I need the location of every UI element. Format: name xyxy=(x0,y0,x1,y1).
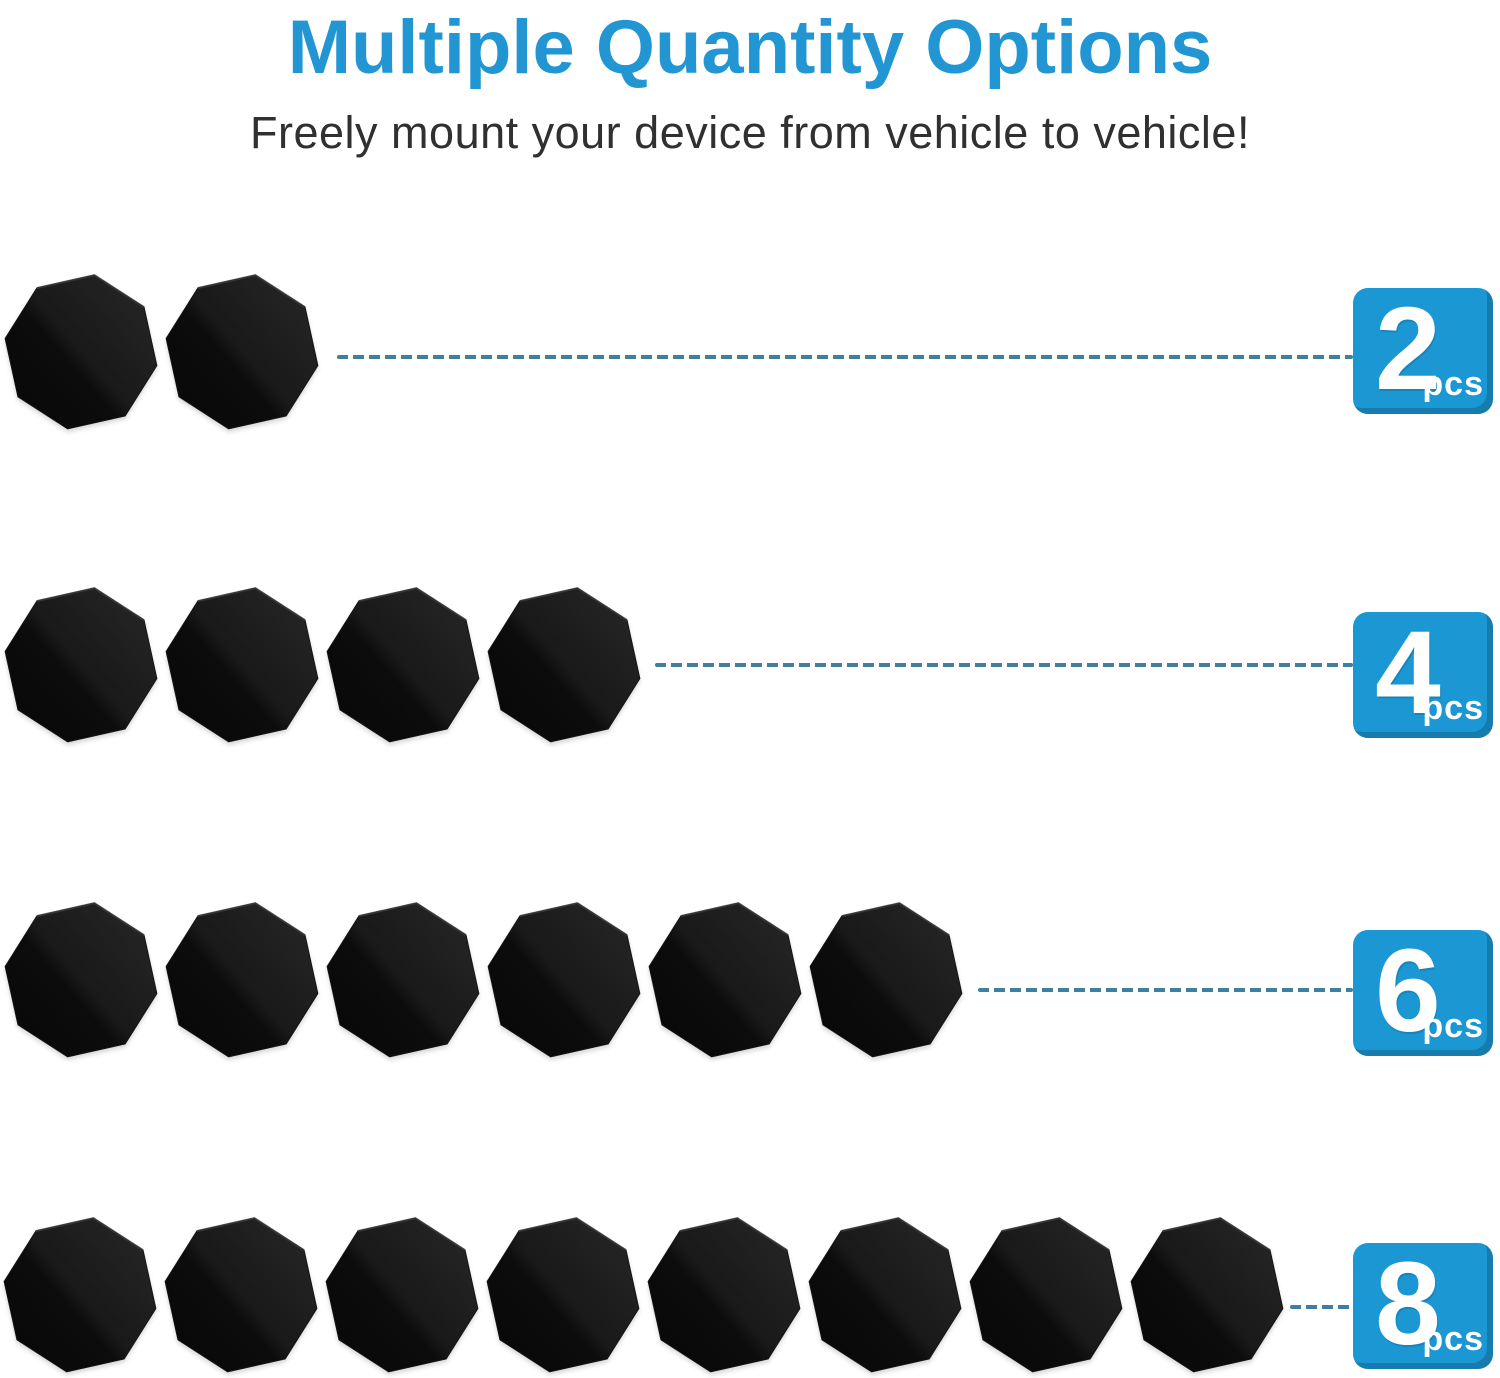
quantity-unit-label: pcs xyxy=(1422,365,1484,403)
quantity-number: 8 xyxy=(1375,1238,1441,1370)
disc-group xyxy=(3,901,964,1059)
octagon-plate-icon xyxy=(326,587,480,743)
octagon-plate-icon xyxy=(647,1217,801,1373)
octagon-plate-icon xyxy=(325,1217,479,1373)
octagon-plate-icon xyxy=(164,1217,318,1373)
octagon-plate-icon xyxy=(1130,1217,1284,1373)
disc-group xyxy=(3,586,642,744)
quantity-unit-label: pcs xyxy=(1422,689,1484,727)
quantity-row: 2 pcs xyxy=(0,273,1500,435)
quantity-badge: 2 pcs xyxy=(1353,288,1493,414)
quantity-badge: 8 pcs xyxy=(1353,1243,1493,1369)
octagon-plate-icon xyxy=(648,902,802,1058)
octagon-plate-icon xyxy=(165,902,319,1058)
octagon-plate-icon xyxy=(4,587,158,743)
subtitle: Freely mount your device from vehicle to… xyxy=(250,107,1250,158)
quantity-unit-label: pcs xyxy=(1422,1007,1484,1045)
dashed-connector-line xyxy=(337,355,1353,359)
octagon-plate-icon xyxy=(487,902,641,1058)
octagon-plate-icon xyxy=(808,1217,962,1373)
octagon-plate-icon xyxy=(809,902,963,1058)
octagon-plate-icon xyxy=(3,1217,157,1373)
quantity-badge: 4 pcs xyxy=(1353,612,1493,738)
disc-group xyxy=(3,273,320,431)
dashed-connector-line xyxy=(1290,1305,1353,1309)
octagon-plate-icon xyxy=(969,1217,1123,1373)
quantity-number: 4 xyxy=(1375,607,1441,739)
quantity-unit-label: pcs xyxy=(1422,1320,1484,1358)
quantity-number: 6 xyxy=(1375,925,1441,1057)
quantity-badge: 6 pcs xyxy=(1353,930,1493,1056)
dashed-connector-line xyxy=(655,663,1353,667)
octagon-plate-icon xyxy=(326,902,480,1058)
dashed-connector-line xyxy=(978,988,1353,992)
octagon-plate-icon xyxy=(4,274,158,430)
quantity-row: 8 pcs xyxy=(0,1216,1500,1378)
disc-group xyxy=(2,1216,1285,1374)
octagon-plate-icon xyxy=(487,587,641,743)
quantity-row: 6 pcs xyxy=(0,901,1500,1063)
octagon-plate-icon xyxy=(165,587,319,743)
page-title: Multiple Quantity Options xyxy=(287,5,1213,90)
quantity-row: 4 pcs xyxy=(0,586,1500,748)
octagon-plate-icon xyxy=(486,1217,640,1373)
octagon-plate-icon xyxy=(165,274,319,430)
octagon-plate-icon xyxy=(4,902,158,1058)
quantity-number: 2 xyxy=(1375,283,1441,415)
